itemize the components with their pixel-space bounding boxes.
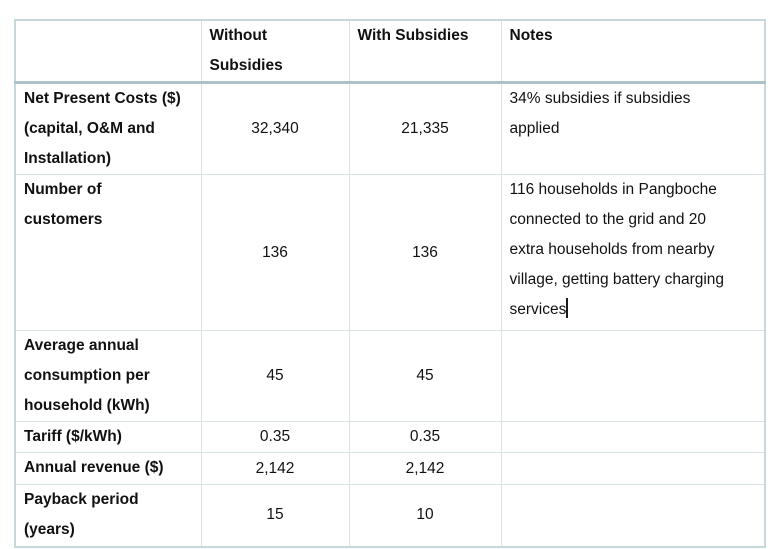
notes-cell[interactable]: 34% subsidies if subsidies applied: [500, 82, 766, 175]
row-label: Average annual consumption per household…: [24, 337, 150, 414]
with-subsidies-value-cell[interactable]: 136: [348, 174, 502, 331]
cell-value: 32,340: [251, 120, 299, 137]
header-with-subsidies[interactable]: With Subsidies: [348, 19, 502, 84]
without-subsidies-value-cell[interactable]: 0.35: [200, 421, 350, 453]
table-row-annual-revenue: Annual revenue ($) 2,142 2,142: [14, 452, 766, 485]
notes-cell[interactable]: 116 households in Pangboche connected to…: [500, 174, 766, 331]
row-label: Tariff ($/kWh): [24, 428, 122, 445]
notes-cell[interactable]: [500, 421, 766, 453]
cell-notes: 116 households in Pangboche connected to…: [509, 181, 725, 318]
header-text: Notes: [509, 27, 553, 44]
row-label: Number of customers: [24, 181, 103, 228]
cell-value: 45: [266, 367, 284, 384]
without-subsidies-value-cell[interactable]: 32,340: [200, 82, 350, 175]
row-label-cell[interactable]: Tariff ($/kWh): [14, 421, 202, 453]
cell-value: 136: [412, 243, 438, 261]
header-empty-cell[interactable]: [14, 19, 202, 84]
row-label-cell[interactable]: Average annual consumption per household…: [14, 330, 202, 422]
cell-value: 0.35: [259, 428, 291, 445]
row-label-cell[interactable]: Payback period (years): [14, 484, 202, 548]
notes-cell[interactable]: [500, 452, 766, 485]
with-subsidies-value-cell[interactable]: 21,335: [348, 82, 502, 175]
without-subsidies-value-cell[interactable]: 45: [200, 330, 350, 422]
table-row-tariff: Tariff ($/kWh) 0.35 0.35: [14, 421, 766, 453]
table-row-number-of-customers: Number of customers 136 136 116 househol…: [14, 174, 766, 331]
row-label-cell[interactable]: Net Present Costs ($) (capital, O&M and …: [14, 82, 202, 175]
table-row-net-present-costs: Net Present Costs ($) (capital, O&M and …: [14, 82, 766, 175]
cell-value: 0.35: [409, 428, 441, 445]
without-subsidies-value-cell[interactable]: 136: [200, 174, 350, 331]
row-label: Annual revenue ($): [24, 459, 164, 476]
header-row: Without Subsidies With Subsidies Notes: [14, 19, 766, 84]
row-label-cell[interactable]: Annual revenue ($): [14, 452, 202, 485]
notes-cell[interactable]: [500, 330, 766, 422]
header-text: Without Subsidies: [209, 27, 283, 74]
header-text: With Subsidies: [357, 27, 469, 44]
cell-value: 21,335: [401, 120, 449, 137]
text-cursor: [566, 298, 569, 318]
with-subsidies-value-cell[interactable]: 2,142: [348, 452, 502, 485]
with-subsidies-value-cell[interactable]: 10: [348, 484, 502, 548]
table-row-payback-period: Payback period (years) 15 10: [14, 484, 766, 548]
cell-notes: 34% subsidies if subsidies applied: [509, 90, 691, 137]
without-subsidies-value-cell[interactable]: 2,142: [200, 452, 350, 485]
cell-value: 45: [416, 367, 434, 384]
with-subsidies-value-cell[interactable]: 0.35: [348, 421, 502, 453]
row-label: Net Present Costs ($) (capital, O&M and …: [24, 90, 181, 167]
row-label-cell[interactable]: Number of customers: [14, 174, 202, 331]
cell-value: 2,142: [405, 459, 445, 477]
row-label: Payback period (years): [24, 491, 139, 538]
cell-value: 2,142: [255, 459, 295, 477]
cell-value: 15: [266, 506, 284, 524]
header-without-subsidies[interactable]: Without Subsidies: [200, 19, 350, 84]
cell-value: 136: [262, 243, 288, 261]
subsidies-comparison-table: Without Subsidies With Subsidies Notes N…: [14, 19, 766, 548]
table-row-average-consumption: Average annual consumption per household…: [14, 330, 766, 422]
cell-value: 10: [416, 506, 434, 524]
without-subsidies-value-cell[interactable]: 15: [200, 484, 350, 548]
with-subsidies-value-cell[interactable]: 45: [348, 330, 502, 422]
header-notes[interactable]: Notes: [500, 19, 766, 84]
notes-cell[interactable]: [500, 484, 766, 548]
